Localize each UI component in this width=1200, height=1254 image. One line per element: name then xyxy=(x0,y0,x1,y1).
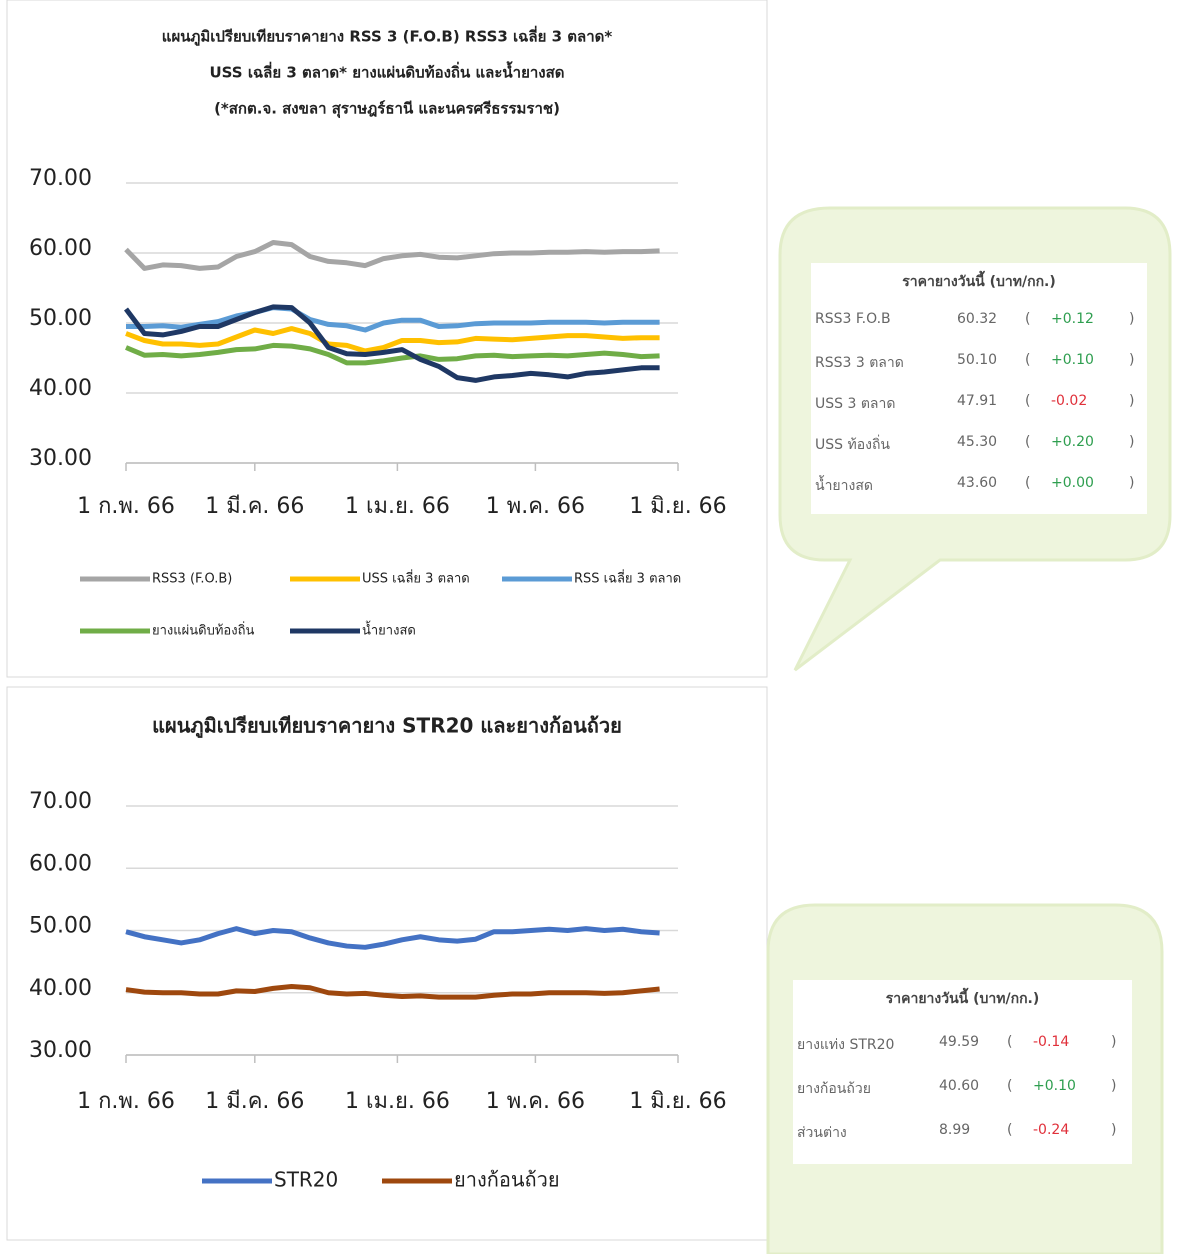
series-line xyxy=(125,926,660,950)
series-line xyxy=(124,240,660,271)
table-cell: ) xyxy=(1129,393,1135,409)
table-cell: ( xyxy=(1007,1078,1013,1094)
series-line xyxy=(126,305,660,333)
x-tick-label: 1 ก.พ. 66 xyxy=(77,1089,175,1114)
table-cell: RSS3 F.O.B xyxy=(815,311,891,327)
series-line xyxy=(125,326,660,354)
x-tick-label: 1 มิ.ย. 66 xyxy=(629,494,726,519)
x-tick-label: 1 เม.ย. 66 xyxy=(345,494,450,519)
table-cell: 60.32 xyxy=(957,311,998,327)
legend-label: RSS3 (F.O.B) xyxy=(152,572,232,587)
legend-label: น้ำยางสด xyxy=(362,621,416,639)
table-cell: USS 3 ตลาด xyxy=(815,396,896,412)
x-tick-label: 1 มี.ค. 66 xyxy=(205,494,304,519)
table-cell: -0.14 xyxy=(1033,1034,1070,1050)
table-cell: ) xyxy=(1129,352,1135,368)
table-title: ราคายางวันนี้ (บาท/กก.) xyxy=(885,991,1040,1007)
table-cell: +0.10 xyxy=(1033,1078,1076,1094)
series-line xyxy=(124,304,660,383)
table-cell: ( xyxy=(1025,434,1031,450)
price-table: ราคายางวันนี้ (บาท/กก.) ยางแท่ง STR20 49.5… xyxy=(793,980,1132,1164)
table-cell: -0.24 xyxy=(1033,1122,1070,1138)
table-cell: ) xyxy=(1129,311,1135,327)
table-cell: 50.10 xyxy=(957,352,998,368)
x-tick-label: 1 มี.ค. 66 xyxy=(205,1089,304,1114)
legend-label: ยางแผ่นดิบท้องถิ่น xyxy=(152,622,254,639)
legend-label: ยางก้อนถ้วย xyxy=(454,1168,560,1192)
y-tick-label: 30.00 xyxy=(29,1038,92,1063)
x-tick-label: 1 ก.พ. 66 xyxy=(77,494,175,519)
table-cell: ) xyxy=(1111,1034,1117,1050)
x-tick-label: 1 เม.ย. 66 xyxy=(345,1089,450,1114)
y-tick-label: 70.00 xyxy=(29,789,92,814)
table-cell: +0.00 xyxy=(1051,475,1094,491)
table-cell: 45.30 xyxy=(957,434,998,450)
table-cell: ) xyxy=(1111,1078,1117,1094)
table-cell: +0.20 xyxy=(1051,434,1094,450)
legend-label: RSS เฉลี่ย 3 ตลาด xyxy=(574,570,681,587)
x-tick-label: 1 พ.ค. 66 xyxy=(486,1089,585,1114)
legend-label: USS เฉลี่ย 3 ตลาด xyxy=(362,570,470,587)
table-cell: -0.02 xyxy=(1051,393,1088,409)
table-cell: ( xyxy=(1007,1122,1013,1138)
chart-title: (*สกต.จ. สงขลา สุราษฎร์ธานี และนครศรีธรร… xyxy=(214,100,560,119)
chart-title: USS เฉลี่ย 3 ตลาด* ยางแผ่นดิบท้องถิ่น แล… xyxy=(209,61,564,82)
table-cell: ( xyxy=(1007,1034,1013,1050)
table-cell: +0.10 xyxy=(1051,352,1094,368)
y-tick-label: 50.00 xyxy=(29,306,92,331)
table-cell: 8.99 xyxy=(939,1122,971,1138)
table-cell: ยางก้อนถ้วย xyxy=(797,1081,871,1097)
table-cell: ) xyxy=(1111,1122,1117,1138)
y-tick-label: 30.00 xyxy=(29,446,92,471)
table-cell: 43.60 xyxy=(957,475,998,491)
series-line xyxy=(125,342,660,366)
y-tick-label: 60.00 xyxy=(29,851,92,876)
table-cell: 49.59 xyxy=(939,1034,980,1050)
table-cell: RSS3 3 ตลาด xyxy=(815,355,904,371)
table-cell: ส่วนต่าง xyxy=(797,1125,847,1141)
y-tick-label: 50.00 xyxy=(29,914,92,939)
table-cell: +0.12 xyxy=(1051,311,1094,327)
table-cell: ( xyxy=(1025,393,1031,409)
y-tick-label: 40.00 xyxy=(29,376,92,401)
table-cell: ) xyxy=(1129,475,1135,491)
table-cell: ( xyxy=(1025,311,1031,327)
table-cell: USS ท้องถิ่น xyxy=(815,437,890,453)
y-tick-label: 40.00 xyxy=(29,976,92,1001)
table-cell: 40.60 xyxy=(939,1078,980,1094)
price-table: ราคายางวันนี้ (บาท/กก.) RSS3 F.O.B 60.32 ( +… xyxy=(811,263,1147,514)
x-tick-label: 1 พ.ค. 66 xyxy=(486,494,585,519)
table-cell: 47.91 xyxy=(957,393,998,409)
table-cell: ยางแท่ง STR20 xyxy=(797,1037,895,1053)
x-tick-label: 1 มิ.ย. 66 xyxy=(629,1089,726,1114)
table-cell: น้ำยางสด xyxy=(815,478,873,494)
table-title: ราคายางวันนี้ (บาท/กก.) xyxy=(902,274,1056,290)
table-cell: ( xyxy=(1025,352,1031,368)
chart-title: แผนภูมิเปรียบเทียบราคายาง RSS 3 (F.O.B) … xyxy=(162,26,613,47)
table-cell: ( xyxy=(1025,475,1031,491)
series-line xyxy=(125,984,660,1000)
legend-label: STR20 xyxy=(274,1168,338,1192)
table-cell: ) xyxy=(1129,434,1135,450)
chart-title: แผนภูมิเปรียบเทียบราคายาง STR20 และยางก้… xyxy=(152,714,622,740)
y-tick-label: 60.00 xyxy=(29,236,92,261)
y-tick-label: 70.00 xyxy=(29,166,92,191)
chart-frame xyxy=(6,686,768,1241)
